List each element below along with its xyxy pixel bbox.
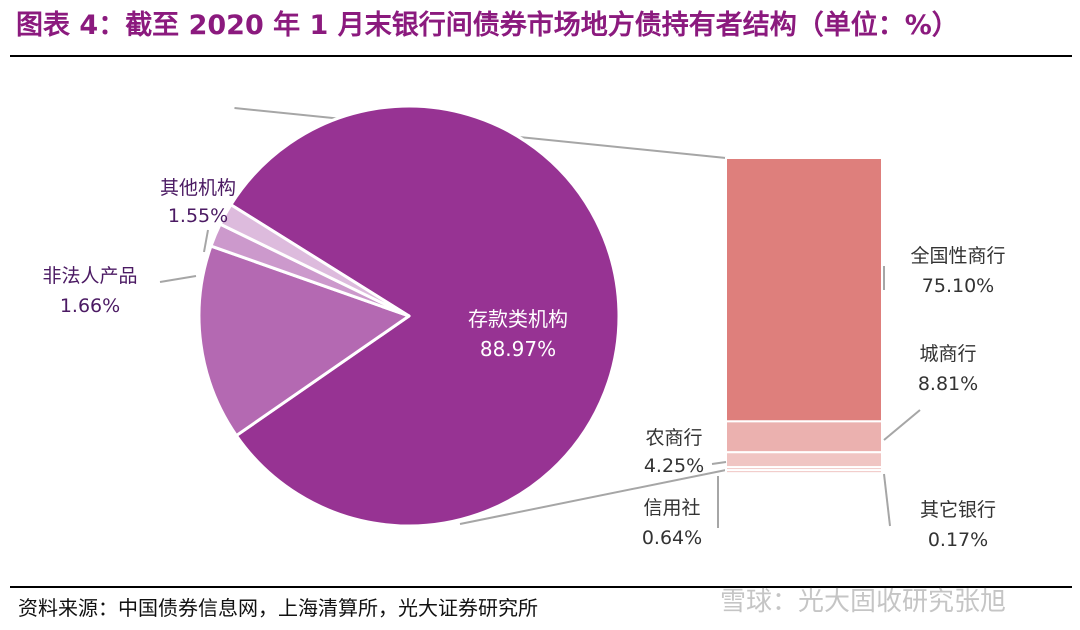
pie-slice-other-institutions [218, 203, 411, 318]
pie-slice-deposit-institutions [229, 104, 621, 528]
bar-seg-other-banks [725, 469, 883, 475]
bar-label-rural-name: 农商行 [645, 427, 702, 449]
watermark: 雪球：光大固收研究张旭 [720, 587, 1007, 617]
connector-bottom [459, 469, 727, 525]
bar-label-city-name: 城商行 [919, 343, 976, 365]
title-text: 截至 2020 年 1 月末银行间债券市场地方债持有者结构（单位：%） [125, 10, 959, 41]
bottom-rule [10, 586, 1072, 588]
bar-seg-city-commercial [725, 420, 883, 454]
pie-label-other-name: 其他机构 [160, 177, 236, 199]
bar-label-city-value: 8.81% [918, 373, 978, 395]
leader-rural [711, 461, 727, 465]
bar-seg-rural-commercial [725, 451, 883, 469]
bar-label-credit-value: 0.64% [642, 527, 702, 549]
bar-label-credit-name: 信用社 [643, 497, 700, 519]
title-colon: ： [98, 10, 126, 41]
bar-label-rural-value: 4.25% [644, 455, 704, 477]
bar-label-national-value: 75.10% [922, 275, 994, 297]
bar-label-otherbank-value: 0.17% [928, 529, 988, 551]
pie-slice-deposit-remainder [197, 244, 411, 438]
title-prefix: 图表 4 [16, 10, 99, 41]
pie-label-deposit-value: 88.97% [480, 337, 556, 361]
leader-city [883, 409, 921, 441]
leader-otherbank [883, 473, 891, 527]
chart-title: 图表 4：截至 2020 年 1 月末银行间债券市场地方债持有者结构（单位：%） [16, 6, 1066, 46]
pie-label-nonlegal-name: 非法人产品 [42, 265, 137, 287]
bar-seg-national-commercial [725, 157, 883, 423]
source-note: 资料来源：中国债券信息网，上海清算所，光大证券研究所 [18, 596, 538, 620]
bar-label-otherbank-name: 其它银行 [920, 499, 996, 521]
pie-label-deposit-name: 存款类机构 [468, 307, 568, 331]
leader-other [203, 229, 209, 253]
top-rule [10, 55, 1072, 57]
leader-nonlegal [159, 275, 197, 283]
pie-label-nonlegal-value: 1.66% [60, 295, 120, 317]
pie-label-other-value: 1.55% [168, 205, 228, 227]
bar-label-national-name: 全国性商行 [910, 245, 1005, 267]
bar-of-pie-chart: 存款类机构 88.97% 其他机构 1.55% 非法人产品 1.66% 全国性商行 75.10… [42, 104, 1006, 551]
